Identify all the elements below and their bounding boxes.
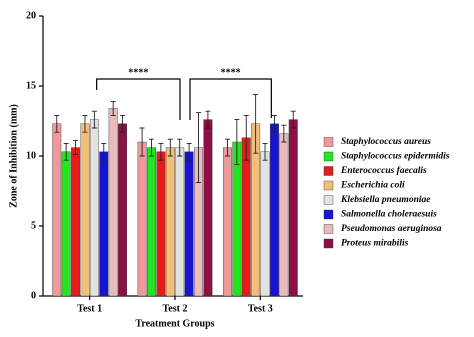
error-bar xyxy=(158,142,164,161)
error-bar xyxy=(91,110,97,129)
error-bar xyxy=(205,110,211,129)
significance-label: **** xyxy=(221,67,241,78)
legend-swatch xyxy=(323,151,334,162)
bar xyxy=(184,151,194,297)
bar xyxy=(232,141,242,297)
bar xyxy=(137,141,147,297)
error-bar xyxy=(167,138,173,157)
error-bar xyxy=(186,142,192,161)
error-bar xyxy=(54,114,60,133)
bar xyxy=(71,147,81,297)
legend-label: Escherichia coli xyxy=(340,181,405,191)
legend-label: Klebsiella pneumoniae xyxy=(340,195,431,205)
x-axis-label: Treatment Groups xyxy=(135,318,214,329)
error-bar xyxy=(290,110,296,129)
bar xyxy=(279,133,289,297)
error-bar xyxy=(139,127,145,157)
legend-swatch xyxy=(323,195,334,205)
bar xyxy=(147,147,156,297)
error-bar xyxy=(234,119,240,165)
bar xyxy=(52,123,62,297)
bar xyxy=(80,123,90,297)
bar xyxy=(99,151,109,297)
legend-swatch xyxy=(323,137,334,147)
bar xyxy=(61,151,71,297)
error-bar xyxy=(177,138,183,157)
error-bar xyxy=(262,142,268,161)
bar xyxy=(89,119,99,297)
legend-label: Staphylococcus epidermidis xyxy=(341,152,450,162)
legend-swatch xyxy=(323,224,334,234)
bar xyxy=(241,137,251,297)
error-bar xyxy=(110,100,116,116)
error-bar xyxy=(63,142,69,161)
bar xyxy=(175,147,185,297)
error-bar xyxy=(253,93,259,154)
significance-bracket xyxy=(96,78,181,120)
bar xyxy=(288,119,298,297)
bar xyxy=(203,119,213,297)
legend-swatch xyxy=(323,180,334,191)
legend-label: Salmonella choleraesuis xyxy=(341,210,437,220)
legend-swatch xyxy=(323,238,334,249)
error-bar xyxy=(243,114,249,161)
bar xyxy=(108,108,118,297)
bar xyxy=(260,151,270,297)
error-bar xyxy=(271,114,277,133)
error-bar xyxy=(149,138,154,157)
error-bar xyxy=(281,124,287,143)
error-bar xyxy=(82,114,88,133)
error-bar xyxy=(224,138,230,157)
legend-swatch xyxy=(323,166,334,176)
y-tick-label: 20 xyxy=(26,10,36,21)
error-bar xyxy=(120,114,126,133)
error-bar xyxy=(101,142,107,161)
bar xyxy=(165,147,175,297)
y-tick-label: 0 xyxy=(31,290,36,301)
y-tick-label: 15 xyxy=(26,80,36,91)
x-tick-label: Test 2 xyxy=(163,303,188,314)
significance-label: **** xyxy=(128,67,148,78)
legend-label: Proteus mirabilis xyxy=(341,239,409,249)
x-tick-label: Test 1 xyxy=(77,303,102,314)
significance-bracket xyxy=(189,78,272,120)
y-tick-label: 5 xyxy=(31,220,36,231)
legend-label: Pseudomonas aeruginosa xyxy=(341,224,442,234)
x-tick-label: Test 3 xyxy=(248,303,273,314)
bar xyxy=(156,151,166,297)
y-tick-label: 10 xyxy=(26,150,36,161)
legend-label: Staphylococcus aureus xyxy=(341,137,431,147)
error-bar xyxy=(73,140,79,156)
error-bar xyxy=(196,112,201,184)
y-axis-label: Zone of Inhibition (mm) xyxy=(8,104,19,208)
bar xyxy=(118,123,128,297)
bar xyxy=(222,147,232,297)
bar xyxy=(269,123,279,297)
legend-label: Enterococcus faecalis xyxy=(340,166,427,176)
legend-swatch xyxy=(323,209,334,220)
